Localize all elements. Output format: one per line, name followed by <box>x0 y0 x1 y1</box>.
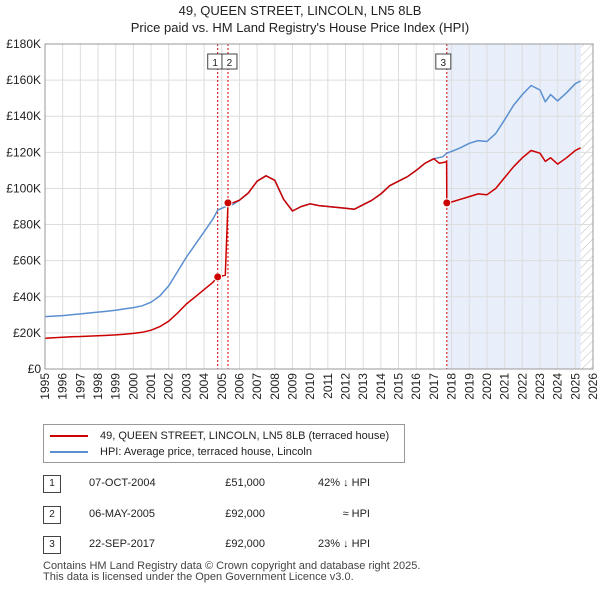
x-tick-label: 1997 <box>73 373 87 400</box>
footer-licence: This data is licensed under the Open Gov… <box>43 571 354 583</box>
legend-swatch-hpi <box>50 451 88 453</box>
x-tick-label: 2019 <box>462 373 476 400</box>
transaction-price: £92,000 <box>225 538 265 550</box>
transaction-price: £51,000 <box>225 477 265 489</box>
transaction-number: 2 <box>43 506 61 524</box>
transaction-row: 3 22-SEP-2017 £92,000 23% ↓ HPI <box>43 536 443 556</box>
transaction-hpi: 23% ↓ HPI <box>318 538 370 550</box>
y-tick-label: £140K <box>6 109 41 123</box>
sale-number-label: 2 <box>227 58 233 69</box>
transaction-row: 2 06-MAY-2005 £92,000 ≈ HPI <box>43 506 443 526</box>
x-tick-label: 2020 <box>480 373 494 400</box>
x-tick-label: 2013 <box>356 373 370 400</box>
shaded-region <box>447 44 581 369</box>
sale-point <box>442 198 452 208</box>
x-tick-label: 2011 <box>321 373 335 399</box>
x-tick-label: 2015 <box>392 373 406 400</box>
x-tick-label: 2002 <box>162 373 176 400</box>
x-tick-label: 2004 <box>197 373 211 400</box>
x-tick-label: 1999 <box>109 373 123 400</box>
y-tick-label: £80K <box>13 218 41 232</box>
x-tick-label: 2007 <box>250 373 264 400</box>
sale-number-box <box>221 53 238 70</box>
chart-subtitle: Price paid vs. HM Land Registry's House … <box>130 20 470 35</box>
transaction-date: 22-SEP-2017 <box>89 538 156 550</box>
plot-frame <box>44 43 594 370</box>
transaction-row: 1 07-OCT-2004 £51,000 42% ↓ HPI <box>43 475 443 495</box>
y-tick-label: £0 <box>28 362 42 376</box>
x-tick-label: 2025 <box>568 373 582 400</box>
y-tick-label: £120K <box>6 145 41 159</box>
x-tick-label: 2022 <box>515 373 529 400</box>
x-tick-label: 2003 <box>179 373 193 400</box>
legend: 49, QUEEN STREET, LINCOLN, LN5 8LB (terr… <box>43 424 405 463</box>
sale-number-label: 3 <box>441 58 447 69</box>
y-tick-label: £20K <box>13 326 41 340</box>
transaction-number: 1 <box>43 475 61 493</box>
x-tick-label: 1995 <box>38 373 52 400</box>
legend-item-property: 49, QUEEN STREET, LINCOLN, LN5 8LB (terr… <box>50 428 389 444</box>
sale-number-box <box>435 53 452 70</box>
sale-point <box>213 272 223 282</box>
x-tick-label: 1998 <box>91 373 105 400</box>
x-tick-label: 2001 <box>144 373 158 400</box>
x-tick-label: 2012 <box>339 373 353 400</box>
x-tick-label: 2021 <box>498 373 512 400</box>
x-tick-label: 2010 <box>303 373 317 400</box>
y-tick-label: £160K <box>6 73 41 87</box>
x-tick-label: 2014 <box>374 373 388 400</box>
x-tick-label: 2018 <box>445 373 459 400</box>
transaction-date: 07-OCT-2004 <box>89 477 156 489</box>
x-tick-label: 2017 <box>427 373 441 400</box>
sale-point <box>223 198 233 208</box>
x-tick-label: 2000 <box>126 373 140 400</box>
transaction-hpi: ≈ HPI <box>342 508 370 520</box>
legend-item-hpi: HPI: Average price, terraced house, Linc… <box>50 444 312 460</box>
x-tick-label: 2016 <box>409 373 423 400</box>
y-tick-label: £100K <box>6 181 41 195</box>
footer-copyright: Contains HM Land Registry data © Crown c… <box>43 560 421 572</box>
legend-label-hpi: HPI: Average price, terraced house, Linc… <box>100 446 312 458</box>
y-tick-label: £60K <box>13 254 41 268</box>
x-tick-label: 2008 <box>268 373 282 400</box>
transaction-hpi: 42% ↓ HPI <box>318 477 370 489</box>
footer: Contains HM Land Registry data © Crown c… <box>43 561 420 583</box>
x-tick-label: 2005 <box>215 373 229 400</box>
transaction-price: £92,000 <box>225 508 265 520</box>
legend-swatch-property <box>50 435 88 437</box>
sale-number-label: 1 <box>212 58 218 69</box>
forecast-hatch <box>580 44 593 369</box>
x-tick-label: 2023 <box>533 373 547 400</box>
chart-title: 49, QUEEN STREET, LINCOLN, LN5 8LB <box>178 3 422 18</box>
y-tick-label: £180K <box>6 37 41 51</box>
x-tick-label: 1996 <box>56 373 70 400</box>
x-tick-label: 2026 <box>586 373 600 400</box>
x-tick-label: 2006 <box>232 373 246 400</box>
transaction-number: 3 <box>43 536 61 554</box>
legend-label-property: 49, QUEEN STREET, LINCOLN, LN5 8LB (terr… <box>100 430 390 442</box>
y-tick-label: £40K <box>13 290 41 304</box>
transaction-date: 06-MAY-2005 <box>89 508 156 520</box>
x-tick-label: 2024 <box>551 373 565 400</box>
property-series-line <box>44 147 581 340</box>
x-tick-label: 2009 <box>285 373 299 400</box>
